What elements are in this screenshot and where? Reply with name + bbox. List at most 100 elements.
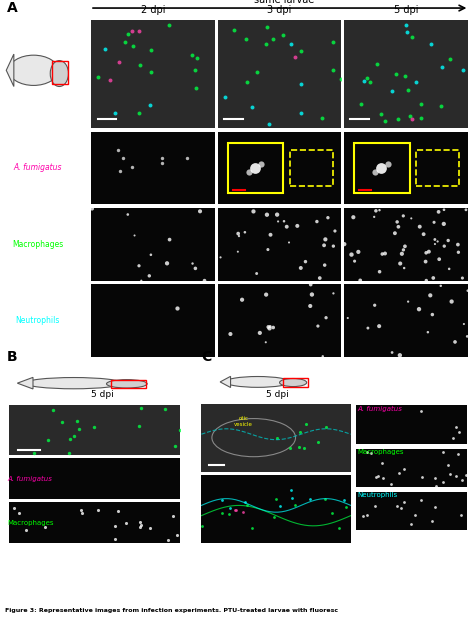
Point xyxy=(136,61,144,71)
Point xyxy=(263,210,271,220)
Point xyxy=(173,530,181,540)
Point xyxy=(463,470,470,480)
Point xyxy=(111,534,119,544)
Point xyxy=(328,508,336,518)
Point xyxy=(322,313,330,322)
Point xyxy=(464,286,472,296)
Point xyxy=(114,145,122,155)
Point xyxy=(226,503,234,513)
Point xyxy=(408,214,415,223)
Point xyxy=(137,520,145,530)
Point xyxy=(438,102,445,111)
Point xyxy=(428,516,436,526)
Text: Macrophages: Macrophages xyxy=(7,520,54,526)
Point xyxy=(371,300,378,310)
Point xyxy=(392,69,400,79)
Point xyxy=(408,114,415,124)
Point xyxy=(75,424,83,434)
Point xyxy=(388,86,396,96)
Point xyxy=(288,493,296,503)
Point xyxy=(344,313,352,323)
Point xyxy=(243,500,251,510)
Point xyxy=(73,417,81,426)
Polygon shape xyxy=(6,54,14,87)
Point xyxy=(262,337,270,347)
Point xyxy=(377,110,385,119)
Point xyxy=(373,472,380,482)
Point xyxy=(273,210,281,220)
Point xyxy=(95,72,102,82)
Point xyxy=(189,259,196,269)
Point xyxy=(378,458,385,468)
Point xyxy=(198,521,206,531)
Point xyxy=(430,217,438,227)
Point xyxy=(366,77,374,87)
Point xyxy=(137,404,145,413)
Point xyxy=(364,509,371,519)
Point xyxy=(128,162,136,172)
Point xyxy=(436,254,443,264)
Point xyxy=(234,247,242,257)
Point xyxy=(264,245,272,254)
Point xyxy=(417,406,424,416)
Bar xyxy=(111,379,146,387)
Point xyxy=(455,248,462,258)
Point xyxy=(435,207,442,217)
Text: same larvae: same larvae xyxy=(254,0,315,5)
Point xyxy=(248,523,256,533)
Text: A. fumigatus: A. fumigatus xyxy=(358,405,403,412)
Point xyxy=(263,22,271,32)
Point xyxy=(404,297,412,306)
Point xyxy=(307,301,314,311)
Point xyxy=(201,275,208,285)
Point xyxy=(398,503,405,513)
Point xyxy=(429,273,437,283)
Point xyxy=(165,20,173,30)
Point xyxy=(460,319,468,329)
Point xyxy=(417,113,425,123)
Ellipse shape xyxy=(25,378,122,389)
Point xyxy=(307,280,314,290)
Point xyxy=(464,331,471,341)
Point xyxy=(267,230,274,240)
Ellipse shape xyxy=(225,376,290,387)
Point xyxy=(219,495,226,504)
Point xyxy=(227,329,234,339)
Point xyxy=(440,241,448,251)
Point xyxy=(88,204,96,214)
Point xyxy=(147,45,155,55)
Point xyxy=(427,40,435,50)
Point xyxy=(406,111,413,121)
Point xyxy=(191,65,199,75)
Point xyxy=(378,163,385,173)
Bar xyxy=(354,142,410,193)
Bar xyxy=(228,142,283,193)
Point xyxy=(375,321,383,331)
Point xyxy=(164,535,171,545)
Point xyxy=(266,324,273,334)
Point xyxy=(348,249,356,259)
Point xyxy=(451,337,459,347)
Point xyxy=(319,113,326,123)
Circle shape xyxy=(107,379,147,388)
Point xyxy=(158,154,166,163)
Text: Neutrophils: Neutrophils xyxy=(358,492,398,498)
Point xyxy=(381,116,389,126)
Point xyxy=(196,206,204,216)
Point xyxy=(158,158,166,168)
Point xyxy=(431,239,439,249)
Point xyxy=(297,108,304,118)
Point xyxy=(111,521,119,531)
Point xyxy=(122,518,129,528)
Point xyxy=(452,471,459,481)
Text: A. fumigatus: A. fumigatus xyxy=(14,163,62,173)
Point xyxy=(248,102,255,111)
Point xyxy=(30,448,38,457)
Point xyxy=(276,501,284,511)
Point xyxy=(295,442,302,452)
Point xyxy=(439,477,447,487)
Point xyxy=(315,437,322,447)
Point xyxy=(402,20,410,30)
Point xyxy=(372,206,380,216)
Point xyxy=(114,506,122,516)
